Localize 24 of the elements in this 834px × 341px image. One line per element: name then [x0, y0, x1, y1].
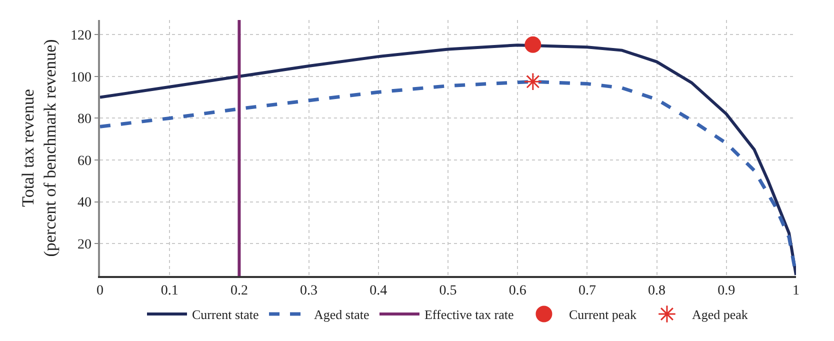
x-tick-label: 0.5 [439, 284, 457, 299]
legend-label: Current peak [568, 307, 637, 322]
y-tick-label: 80 [77, 112, 92, 128]
y-tick-label: 40 [77, 196, 92, 211]
x-tick-label: 0.1 [160, 284, 178, 299]
y-tick-label: 20 [77, 238, 92, 253]
x-tick-label: 0.6 [508, 284, 526, 299]
x-tick-label: 0.3 [300, 284, 318, 299]
legend-label: Aged peak [692, 307, 748, 322]
x-tick-label: 0.4 [370, 284, 388, 299]
y-tick-label: 100 [70, 70, 92, 86]
x-tick-label: 1 [792, 284, 800, 299]
x-tick-label: 0.7 [578, 284, 596, 299]
legend-label: Effective tax rate [424, 307, 514, 322]
y-axis-title: Total tax revenue (percent of benchmark revenue) [18, 39, 60, 257]
x-tick-label: 0 [96, 284, 104, 299]
legend-label: Aged state [314, 307, 370, 322]
x-tick-label: 0.8 [648, 284, 666, 299]
y-tick-label: 120 [70, 28, 92, 44]
y-tick-label: 60 [77, 154, 92, 169]
line-series [100, 44, 796, 276]
x-tick-label: 0.2 [230, 284, 248, 299]
x-tick-label: 0.9 [718, 284, 736, 299]
legend-label: Current state [192, 307, 260, 322]
